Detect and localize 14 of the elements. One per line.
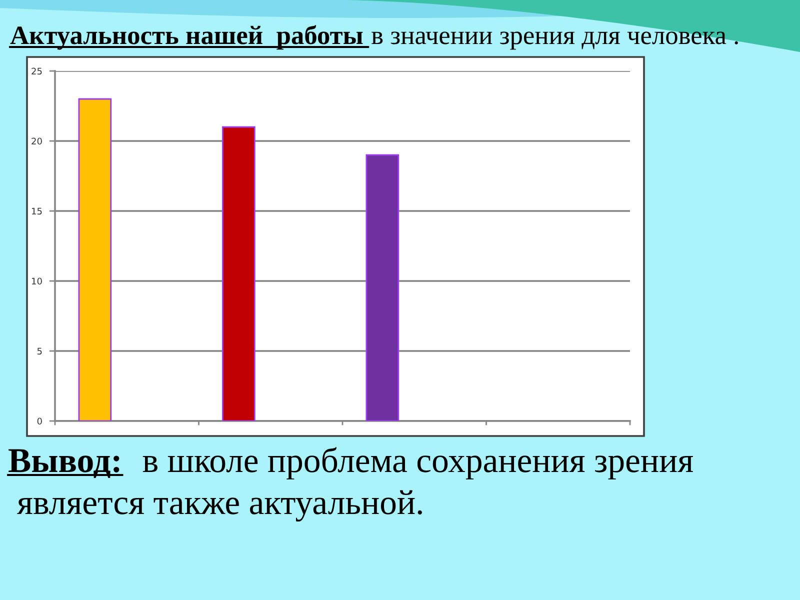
y-tick-label: 15 xyxy=(32,208,42,215)
bar xyxy=(366,154,400,421)
bar xyxy=(78,98,112,421)
text: в школе проблема сохранения зрения xyxy=(142,447,693,480)
bar xyxy=(222,126,256,421)
chart-title: Актуальность нашей работы xyxy=(10,25,363,50)
y-tick-label: 10 xyxy=(32,278,42,285)
chart-subtitle: в значении зрения для человека . xyxy=(372,32,738,50)
y-tick-label: 20 xyxy=(32,138,42,145)
text: Вывод: xyxy=(8,449,120,478)
text: является также актуальной. xyxy=(17,490,422,522)
y-tick-label: 25 xyxy=(32,68,42,75)
y-tick-label: 5 xyxy=(37,348,42,355)
y-tick-label: 0 xyxy=(37,418,42,425)
